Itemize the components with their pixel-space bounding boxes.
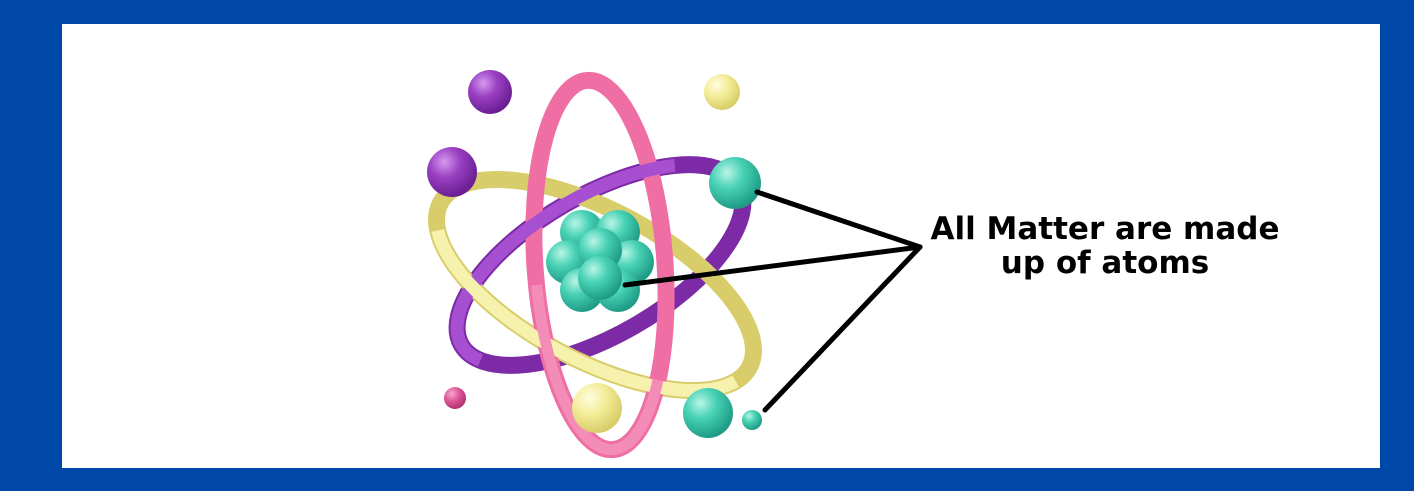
yellow-sphere-top xyxy=(704,74,740,110)
purple-orbit-ring-front xyxy=(450,158,750,372)
pointer-lines xyxy=(622,189,923,413)
purple-sphere-top xyxy=(468,70,512,114)
purple-electron xyxy=(427,147,477,197)
caption-line-1: All Matter are made xyxy=(930,211,1280,247)
teal-sphere-tiny xyxy=(742,410,762,430)
pointer-line-to-electron xyxy=(754,189,923,250)
yellow-orbit-ring-front xyxy=(430,172,760,398)
caption-text: All Matter are made up of atoms xyxy=(905,212,1305,280)
nucleus-cluster xyxy=(546,210,654,312)
atom-model-icon xyxy=(427,71,762,459)
yellow-electron-bottom xyxy=(572,383,622,433)
caption-line-2: up of atoms xyxy=(1000,245,1210,281)
pointer-line-to-small-sphere xyxy=(762,244,923,413)
pink-sphere-small xyxy=(444,387,466,409)
teal-sphere-bottom xyxy=(683,388,733,438)
pink-orbit-ring-front xyxy=(528,74,672,456)
teal-electron-right xyxy=(709,157,761,209)
pointer-line-to-nucleus xyxy=(622,244,923,288)
